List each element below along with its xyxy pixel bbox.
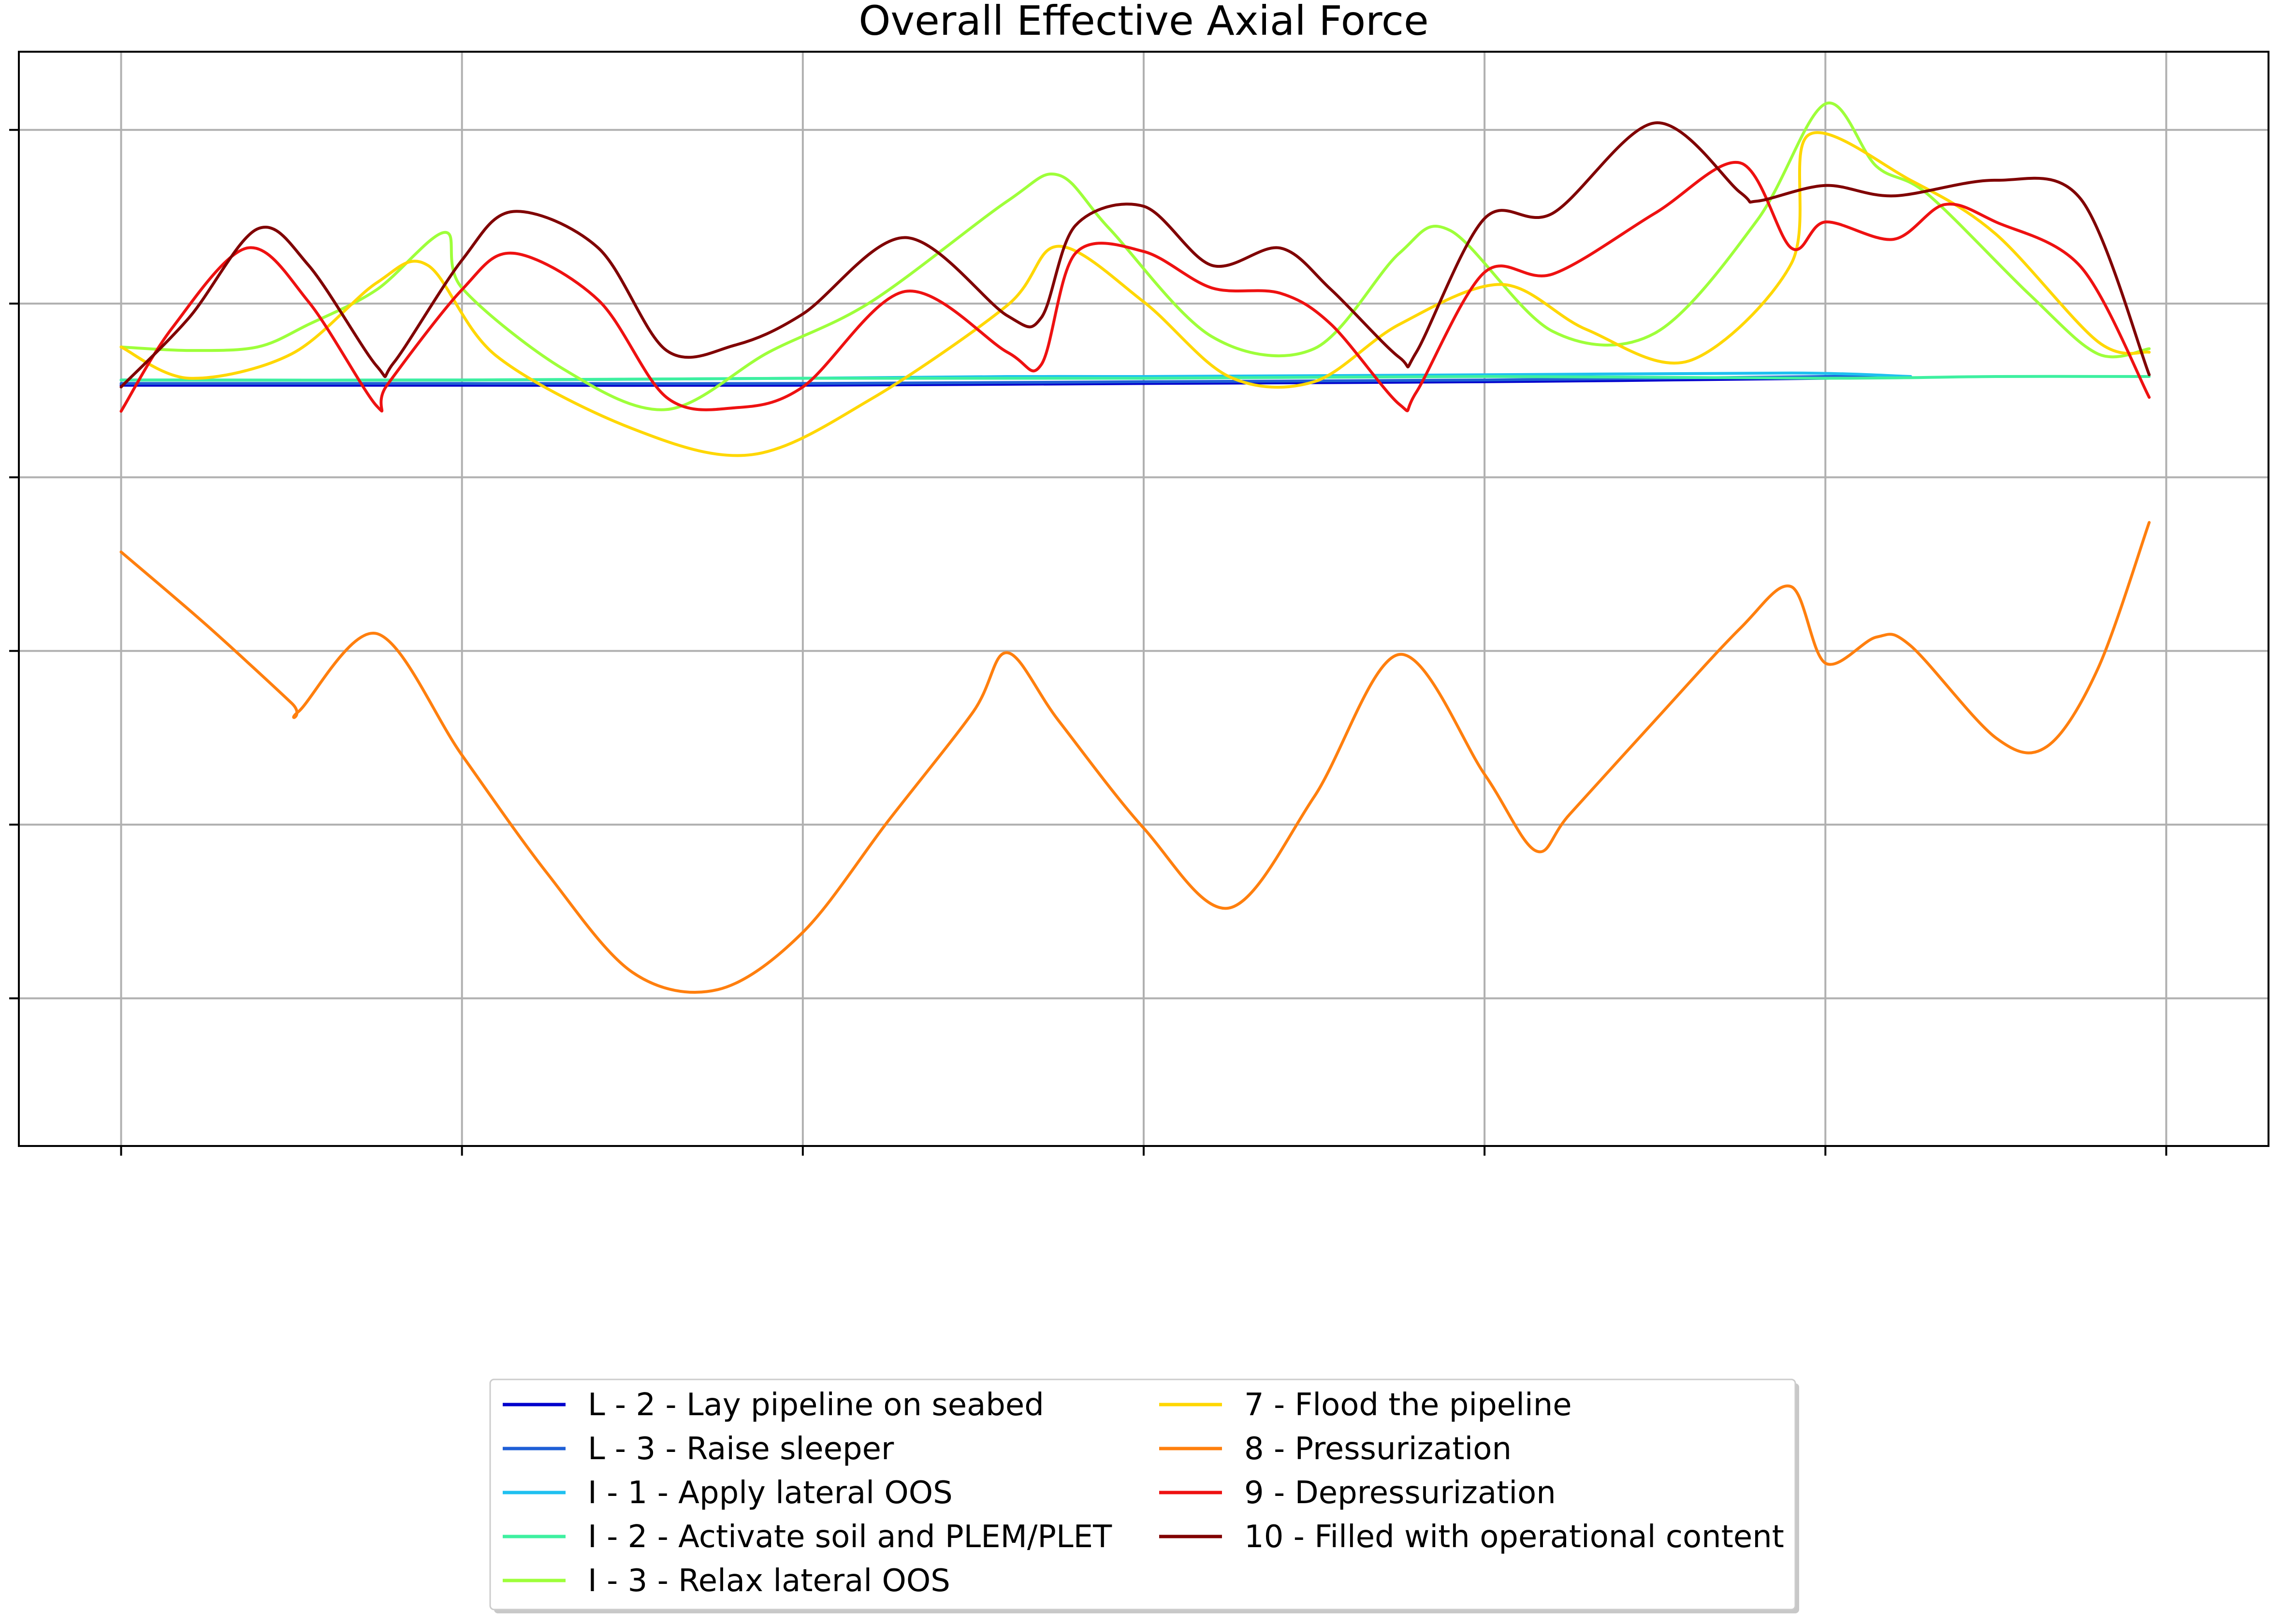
series-line-8 (119, 160, 2151, 413)
series-line-6 (119, 131, 2151, 457)
series-line-9 (119, 121, 2151, 389)
series-line-4 (119, 375, 2151, 382)
legend-label: I - 2 - Activate soil and PLEM/PLET (588, 1519, 1112, 1555)
legend-label: I - 3 - Relax lateral OOS (588, 1563, 950, 1599)
series-line-7 (119, 521, 2151, 994)
legend-label: L - 3 - Raise sleeper (588, 1431, 894, 1467)
legend-label: 8 - Pressurization (1244, 1431, 1512, 1467)
chart-title: Overall Effective Axial Force (858, 0, 1428, 44)
grid-lines (19, 52, 2268, 1146)
axis-ticks (9, 129, 2167, 1156)
legend-label: L - 2 - Lay pipeline on seabed (588, 1387, 1044, 1423)
legend-label: 10 - Filled with operational content (1244, 1519, 1784, 1555)
series-lines (119, 102, 2151, 994)
legend-box (489, 1378, 1796, 1610)
legend-label: 9 - Depressurization (1244, 1475, 1556, 1511)
series-line-1 (119, 375, 1912, 387)
legend-label: I - 1 - Apply lateral OOS (588, 1475, 953, 1511)
legend-items: L - 2 - Lay pipeline on seabed L - 3 - Ra… (503, 1387, 1784, 1599)
legend: L - 2 - Lay pipeline on seabed L - 3 - Ra… (489, 1378, 1799, 1613)
legend-label: 7 - Flood the pipeline (1244, 1387, 1572, 1423)
series-line-5 (119, 102, 2151, 411)
